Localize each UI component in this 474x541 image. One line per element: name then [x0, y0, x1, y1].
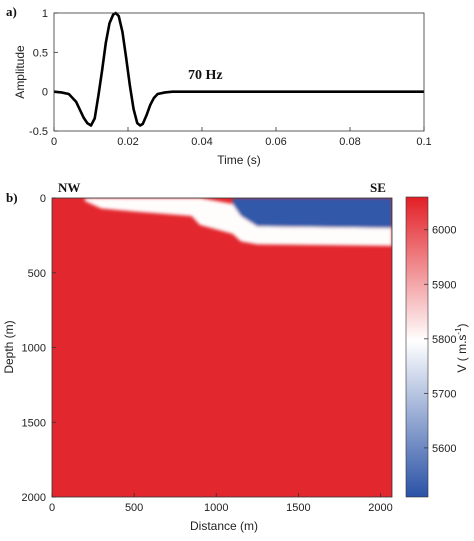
- velocity-layer: [84, 198, 392, 246]
- panel-b-plot-area: [51, 197, 393, 498]
- colorbar-tick-label: 6000: [432, 225, 456, 237]
- colorbar: 5600 5700 5800 5900 6000 V ( m.s-1): [405, 196, 469, 498]
- panel-a-x-tick-label: 0.02: [117, 136, 138, 148]
- panel-a-y-tick-label: 1: [42, 8, 48, 20]
- panel-b-y-tick-label: 0: [40, 193, 46, 205]
- panel-b-x-tick-label: 500: [125, 502, 143, 514]
- panel-b-y-tick-label: 2000: [22, 492, 46, 504]
- panel-b-x-tick-label: 1500: [286, 502, 310, 514]
- panel-b-y-tick-label: 500: [28, 268, 46, 280]
- colorbar-tick-label: 5600: [432, 443, 456, 455]
- frequency-annotation: 70 Hz: [188, 68, 223, 83]
- colorbar-label: V ( m.s-1): [454, 323, 469, 372]
- panel-a-label: a): [6, 4, 17, 19]
- panel-b-x-tick-label: 1000: [204, 502, 228, 514]
- wavelet-series-line: [53, 11, 424, 127]
- panel-a-x-tick-label: 0.08: [339, 136, 360, 148]
- panel-a-x-axis-label: Time (s): [217, 153, 261, 167]
- panel-a-y-tick-label: -0.5: [29, 126, 48, 138]
- panel-a-y-axis-label: Amplitude: [13, 45, 27, 99]
- panel-a-y-tick-label: 0.5: [33, 47, 48, 59]
- colorbar-tick-label: 5800: [432, 334, 456, 346]
- panel-b-y-tick-label: 1500: [22, 417, 46, 429]
- panel-b-label: b): [6, 190, 18, 205]
- wavelet-chart: a) 70 Hz 0 0.02 0.04 0.06 0.08 0.1-0.500.51 T…: [6, 4, 432, 167]
- se-label: SE: [370, 180, 386, 195]
- panel-a-x-tick-label: 0.04: [191, 136, 212, 148]
- colorbar-tick-label: 5700: [432, 388, 456, 400]
- panel-a-y-tick-label: 0: [42, 87, 48, 99]
- panel-b-x-axis-label: Distance (m): [190, 519, 258, 533]
- panel-b-x-tick-label: 0: [49, 502, 55, 514]
- colorbar-gradient: [405, 196, 429, 498]
- panel-b-y-axis-label: Depth (m): [2, 320, 16, 373]
- colorbar-tick-label: 5900: [432, 279, 456, 291]
- panel-a-x-tick-label: 0.06: [265, 136, 286, 148]
- velocity-layer: [232, 198, 392, 228]
- nw-label: NW: [58, 180, 80, 195]
- panel-b-x-tick-label: 2000: [368, 502, 392, 514]
- velocity-model-chart: b) NW SE 0 500 1000 1500 2000050010001500200…: [2, 180, 469, 533]
- velocity-background: [52, 198, 392, 497]
- panel-b-y-tick-label: 1000: [22, 343, 46, 355]
- panel-a-x-tick-label: 0: [51, 136, 57, 148]
- panel-a-plot-area: [53, 12, 425, 132]
- panel-a-x-tick-label: 0.1: [416, 136, 431, 148]
